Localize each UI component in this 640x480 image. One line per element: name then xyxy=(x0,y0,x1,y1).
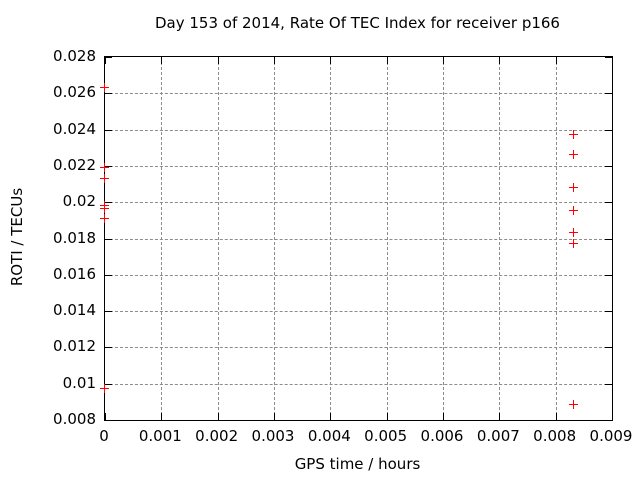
data-point xyxy=(569,130,579,140)
y-gridline xyxy=(105,347,612,349)
y-tick-left xyxy=(105,129,112,131)
x-tick-top xyxy=(386,57,388,64)
y-tick-label: 0.018 xyxy=(53,228,96,247)
x-tick-top xyxy=(443,57,444,64)
y-tick-label: 0.028 xyxy=(53,47,96,65)
y-gridline xyxy=(105,165,612,167)
y-tick-right xyxy=(605,383,612,385)
x-tick-bottom xyxy=(386,413,388,420)
data-point xyxy=(569,228,579,238)
y-gridline xyxy=(105,274,612,276)
x-axis-label: GPS time / hours xyxy=(294,455,421,473)
y-tick-label: 0.012 xyxy=(53,337,96,356)
data-point xyxy=(569,206,579,216)
data-point xyxy=(100,82,109,92)
y-tick-left xyxy=(105,347,112,349)
y-tick-right xyxy=(605,202,612,204)
x-tick-bottom xyxy=(555,413,557,420)
y-tick-left xyxy=(105,93,112,95)
data-point xyxy=(100,204,109,214)
y-tick-left xyxy=(105,202,112,204)
x-tick-bottom xyxy=(443,413,444,420)
y-gridline xyxy=(105,93,612,95)
y-tick-right xyxy=(605,311,612,313)
data-point xyxy=(100,162,109,172)
data-point xyxy=(100,384,109,394)
data-point xyxy=(569,400,579,410)
x-tick-bottom xyxy=(161,413,163,420)
y-tick-right xyxy=(605,238,612,240)
y-tick-right xyxy=(605,57,612,58)
x-tick-label: 0.006 xyxy=(420,427,464,445)
y-tick-right xyxy=(605,165,612,167)
data-point xyxy=(100,213,109,223)
y-tick-right xyxy=(605,420,612,421)
y-tick-left xyxy=(105,383,112,385)
chart-title: Day 153 of 2014, Rate Of TEC Index for r… xyxy=(155,14,560,32)
x-tick-label: 0.004 xyxy=(307,427,351,445)
y-tick-label: 0.008 xyxy=(53,410,96,428)
y-tick-left xyxy=(105,57,112,58)
y-tick-left xyxy=(105,274,112,276)
y-axis-label: ROTI / TECUs xyxy=(8,187,26,287)
x-tick-top xyxy=(161,57,163,64)
x-tick-label: 0.001 xyxy=(138,427,182,445)
y-gridline xyxy=(105,238,612,240)
data-point xyxy=(100,173,109,183)
y-tick-left xyxy=(105,311,112,313)
y-tick-label: 0.022 xyxy=(53,155,96,174)
x-tick-label: 0 xyxy=(99,427,109,445)
x-tick-top xyxy=(330,57,332,64)
x-tick-top xyxy=(274,57,275,64)
x-tick-bottom xyxy=(330,413,332,420)
y-tick-label: 0.01 xyxy=(62,373,96,392)
y-gridline xyxy=(105,202,612,204)
x-tick-label: 0.005 xyxy=(364,427,408,445)
y-tick-right xyxy=(605,93,612,95)
data-point xyxy=(569,238,579,248)
y-gridline xyxy=(105,383,612,385)
x-tick-label: 0.007 xyxy=(476,427,520,445)
y-gridline xyxy=(105,311,612,313)
x-tick-top xyxy=(217,57,219,64)
data-point xyxy=(569,150,579,159)
x-tick-bottom xyxy=(105,413,106,420)
y-tick-label: 0.024 xyxy=(53,119,96,138)
x-tick-bottom xyxy=(499,413,501,420)
y-tick-right xyxy=(605,129,612,131)
x-tick-top xyxy=(612,57,613,64)
x-tick-bottom xyxy=(612,413,613,420)
x-tick-top xyxy=(555,57,557,64)
x-tick-top xyxy=(499,57,501,64)
y-tick-left xyxy=(105,420,112,421)
x-tick-label: 0.008 xyxy=(533,427,577,445)
y-tick-label: 0.026 xyxy=(53,83,96,102)
y-tick-right xyxy=(605,347,612,349)
y-tick-right xyxy=(605,274,612,276)
x-tick-bottom xyxy=(274,413,275,420)
y-tick-left xyxy=(105,165,112,167)
plot-area xyxy=(100,56,613,421)
data-point xyxy=(569,182,579,192)
y-tick-label: 0.014 xyxy=(53,301,96,320)
y-tick-label: 0.02 xyxy=(62,192,96,211)
x-tick-label: 0.002 xyxy=(195,427,239,445)
x-tick-top xyxy=(105,57,106,64)
x-tick-bottom xyxy=(217,413,219,420)
y-tick-label: 0.016 xyxy=(53,264,96,283)
x-tick-label: 0.009 xyxy=(589,427,633,445)
y-tick-left xyxy=(105,238,112,240)
x-tick-label: 0.003 xyxy=(251,427,295,445)
y-gridline xyxy=(105,129,612,131)
